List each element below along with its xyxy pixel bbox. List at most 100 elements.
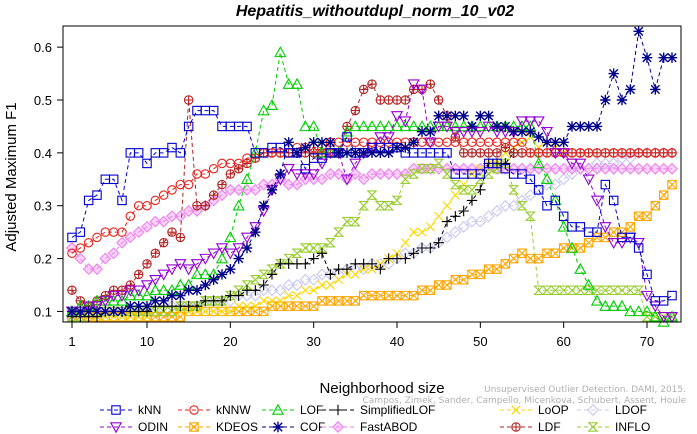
data-point-loop [275, 296, 285, 306]
data-point-kdeos [500, 259, 511, 269]
data-point-ldof [249, 289, 262, 302]
data-point-kdeos [425, 285, 436, 296]
data-point-cof [116, 306, 128, 317]
data-point-cof [333, 147, 344, 159]
data-point-kdeos [475, 269, 486, 280]
data-point-ldf [175, 232, 186, 243]
data-point-knn [242, 121, 252, 132]
data-point-fastabod [382, 168, 395, 180]
data-point-ldf [133, 269, 144, 280]
data-point-knn [608, 195, 619, 206]
legend-item-knnw: kNNW [178, 403, 251, 417]
data-point-lof [224, 231, 237, 243]
data-point-odin [165, 264, 179, 276]
data-point-knn [533, 185, 544, 195]
data-point-cof [525, 126, 536, 137]
data-point-loop [442, 201, 452, 211]
data-point-lof [265, 98, 279, 111]
data-point-loop [350, 269, 360, 280]
data-point-lof [274, 46, 287, 58]
data-point-lof [107, 294, 120, 306]
data-point-knn [167, 142, 177, 153]
data-point-odin [82, 301, 95, 313]
data-point-ldof [274, 284, 287, 297]
data-point-knnw [125, 211, 136, 222]
data-point-cof [150, 295, 161, 307]
data-point-knn [475, 169, 486, 179]
data-point-fastabod [116, 236, 128, 249]
data-point-fastabod [257, 178, 270, 191]
data-point-lof [474, 120, 487, 132]
data-point-lof [615, 299, 629, 311]
data-point-odin [307, 169, 320, 181]
data-point-odin [524, 116, 537, 128]
data-point-loop [375, 259, 385, 269]
data-point-lof [315, 146, 329, 158]
data-point-knn [142, 158, 152, 169]
data-point-lof [640, 305, 654, 317]
data-point-cof [275, 168, 286, 180]
series-line-knn [71, 110, 673, 302]
data-point-ldf [467, 148, 477, 158]
data-point-kdeos [642, 211, 652, 222]
data-point-odin [215, 243, 229, 255]
data-point-ldf [233, 163, 244, 174]
series-line-loop [72, 136, 564, 318]
data-point-ldf [400, 95, 411, 105]
data-point-odin [407, 79, 420, 91]
data-point-lof [607, 299, 620, 311]
data-point-kdeos [283, 301, 294, 311]
data-point-odin [240, 232, 254, 244]
data-point-inflo [449, 179, 461, 190]
data-point-lof [449, 120, 462, 132]
y-tick-label: 0.1 [34, 304, 52, 319]
data-point-lof [374, 120, 387, 132]
series-fastabod [66, 162, 678, 276]
data-point-lof [349, 120, 362, 132]
data-point-inflo [541, 285, 553, 296]
data-point-odin [249, 222, 262, 234]
data-point-lof [199, 268, 212, 280]
data-point-ldof [457, 220, 470, 233]
data-point-inflo [299, 243, 311, 253]
data-point-fastabod [607, 162, 620, 175]
legend-label: kNNW [216, 403, 251, 417]
data-point-cof [166, 290, 178, 301]
data-point-kdeos [442, 280, 452, 290]
data-point-cof [225, 263, 236, 275]
y-tick-label: 0.4 [34, 146, 52, 161]
data-point-simplifiedlof [425, 242, 436, 254]
y-tick-label: 0.2 [34, 252, 52, 267]
legend-item-knn: kNN [100, 403, 161, 417]
data-point-loop [359, 264, 369, 274]
data-point-odin [190, 259, 204, 271]
data-point-knnw [142, 200, 152, 211]
data-point-odin [224, 248, 237, 260]
data-point-inflo [583, 285, 595, 296]
data-point-loop [417, 227, 427, 237]
data-point-ldf [425, 79, 436, 89]
data-point-loop [425, 222, 435, 232]
legend-marker [271, 403, 285, 415]
chart-title: Hepatitis_withoutdupl_norm_10_v02 [236, 3, 514, 20]
data-point-fastabod [532, 162, 545, 175]
series-cof [66, 26, 678, 317]
data-point-inflo [308, 243, 320, 253]
data-point-loop [259, 296, 269, 306]
x-tick-label: 30 [306, 334, 320, 349]
data-point-knn [642, 269, 652, 280]
data-point-knn [108, 174, 119, 185]
data-point-inflo [291, 248, 303, 259]
data-point-fastabod [657, 162, 670, 175]
data-point-lof [624, 305, 637, 317]
data-point-ldf [125, 280, 136, 290]
data-point-ldof [541, 178, 553, 191]
data-point-ldf [517, 148, 527, 158]
data-point-inflo [283, 253, 295, 264]
data-point-simplifiedlof [308, 253, 319, 264]
legend-marker [109, 422, 123, 434]
data-point-simplifiedlof [500, 158, 511, 169]
data-point-cof [475, 110, 486, 122]
data-point-ldof [324, 268, 337, 281]
data-point-kdeos [392, 290, 402, 301]
